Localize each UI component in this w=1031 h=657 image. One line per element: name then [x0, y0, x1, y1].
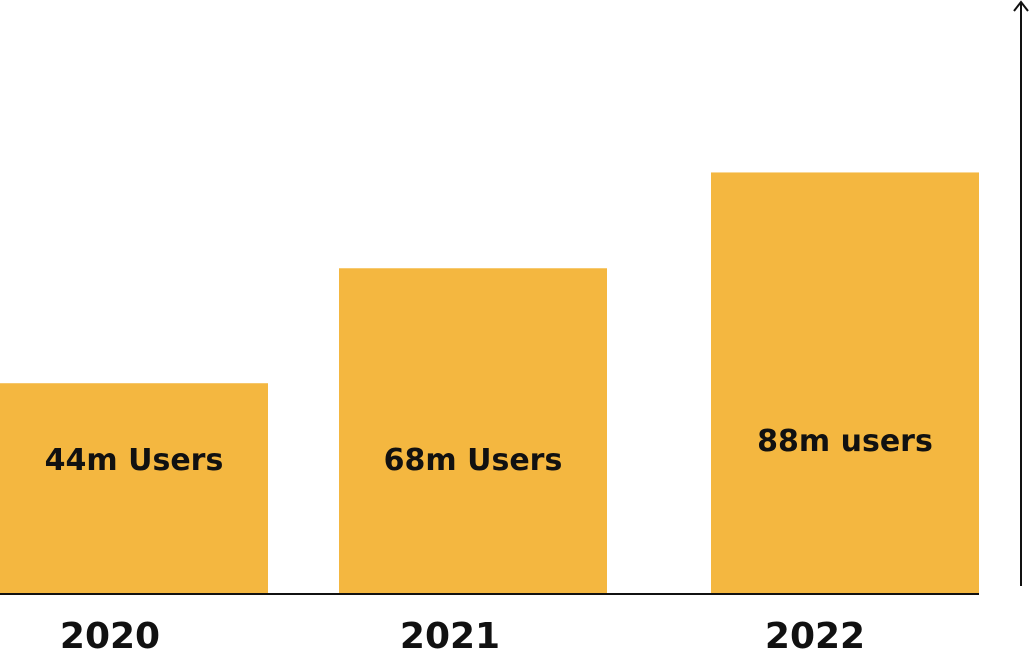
data-label-2022: 88m users [757, 424, 933, 459]
arrowhead-icon [1013, 0, 1029, 12]
x-tick-label-2020: 2020 [60, 616, 160, 657]
data-label-2020: 44m Users [45, 443, 224, 478]
y-axis-arrow [1013, 0, 1029, 586]
bars-group [0, 172, 979, 595]
bar-2020 [0, 383, 268, 594]
bar-2021 [339, 268, 607, 594]
x-tick-labels-group: 2020 2021 2022 [60, 616, 865, 657]
x-tick-label-2022: 2022 [765, 616, 865, 657]
bar-2022 [711, 172, 979, 595]
data-label-2021: 68m Users [384, 443, 563, 478]
x-tick-label-2021: 2021 [400, 616, 500, 657]
data-labels-group: 44m Users 68m Users 88m users [45, 424, 933, 478]
